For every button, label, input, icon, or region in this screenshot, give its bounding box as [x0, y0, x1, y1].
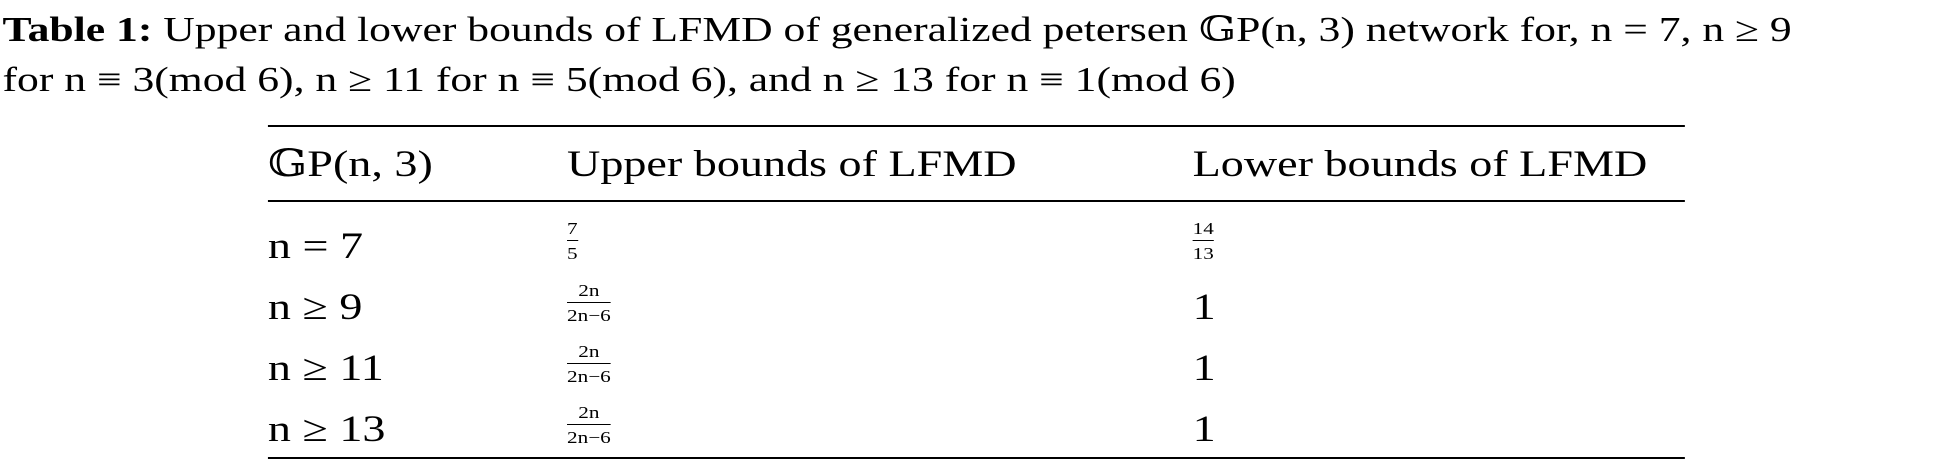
header-rule	[267, 200, 1685, 202]
header-graph: 𝔾P(n, 3)	[267, 144, 433, 185]
row-3-n: n ≥ 11	[267, 348, 384, 389]
caption-text-1: Upper and lower bounds of LFMD of genera…	[163, 10, 1792, 49]
bottom-rule	[267, 457, 1685, 459]
top-rule	[267, 125, 1685, 127]
caption-label: Table 1:	[2, 10, 153, 49]
row-4-upper-fraction: 2n 2n−6	[567, 404, 611, 446]
row-2-upper-fraction: 2n 2n−6	[567, 282, 611, 324]
row-1-n: n = 7	[267, 226, 364, 267]
row-2-n: n ≥ 9	[267, 287, 363, 328]
row-3-upper-fraction: 2n 2n−6	[567, 343, 611, 385]
numerator: 2n	[578, 403, 600, 422]
numerator: 14	[1192, 219, 1214, 238]
row-1-lower-fraction: 14 13	[1192, 219, 1214, 263]
denominator: 2n−6	[567, 306, 611, 325]
denominator: 2n−6	[567, 367, 611, 386]
denominator: 13	[1192, 244, 1214, 263]
row-4-n: n ≥ 13	[267, 409, 386, 450]
denominator: 5	[567, 244, 578, 263]
row-3-lower: 1	[1192, 348, 1216, 389]
row-4-lower: 1	[1192, 409, 1216, 450]
header-upper: Upper bounds of LFMD	[567, 144, 1017, 185]
header-lower: Lower bounds of LFMD	[1192, 144, 1648, 185]
caption-line-2: for n ≡ 3(mod 6), n ≥ 11 for n ≡ 5(mod 6…	[2, 60, 1236, 99]
row-2-lower: 1	[1192, 287, 1216, 328]
caption-line-1: Table 1: Upper and lower bounds of LFMD …	[2, 12, 1791, 47]
numerator: 2n	[578, 281, 600, 300]
numerator: 7	[567, 219, 578, 238]
numerator: 2n	[578, 342, 600, 361]
denominator: 2n−6	[567, 428, 611, 447]
